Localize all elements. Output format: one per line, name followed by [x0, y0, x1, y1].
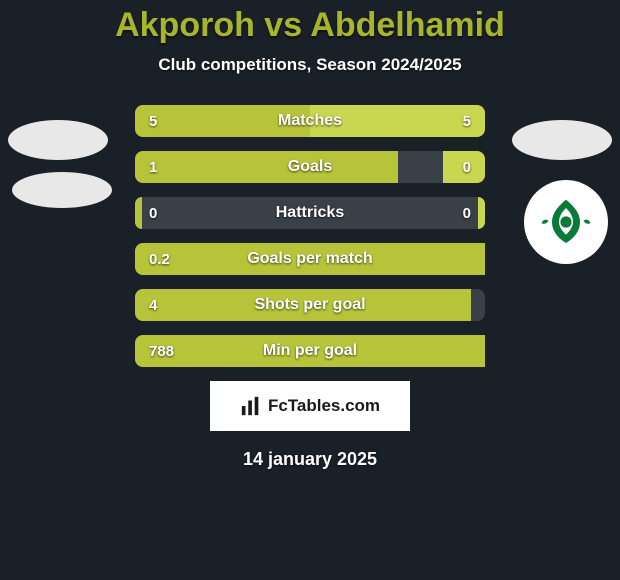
stat-row: Goals1 0	[135, 151, 485, 183]
stat-value-left: 5	[149, 105, 157, 137]
stat-label: Shots per goal	[135, 289, 485, 321]
stat-row: Min per goal788	[135, 335, 485, 367]
stat-value-left: 788	[149, 335, 174, 367]
stat-value-left: 4	[149, 289, 157, 321]
club-badge-left	[12, 172, 112, 208]
eagle-crest-icon	[531, 187, 601, 257]
stat-value-right: 0	[463, 197, 471, 229]
page-title: Akporoh vs Abdelhamid	[0, 0, 620, 45]
stat-value-right: 0	[463, 151, 471, 183]
comparison-infographic: Akporoh vs Abdelhamid Club competitions,…	[0, 0, 620, 580]
brand-box: FcTables.com	[210, 381, 410, 431]
stat-row: Shots per goal4	[135, 289, 485, 321]
stat-row: Matches5 5	[135, 105, 485, 137]
date-label: 14 january 2025	[0, 449, 620, 470]
page-subtitle: Club competitions, Season 2024/2025	[0, 55, 620, 75]
stat-value-left: 0.2	[149, 243, 170, 275]
stat-value-right: 5	[463, 105, 471, 137]
stat-row: Goals per match0.2	[135, 243, 485, 275]
stat-label: Min per goal	[135, 335, 485, 367]
stat-label: Goals	[135, 151, 485, 183]
stats-panel: Matches55Goals10Hattricks00Goals per mat…	[135, 105, 485, 367]
stat-label: Hattricks	[135, 197, 485, 229]
bar-chart-icon	[240, 395, 262, 417]
stat-label: Matches	[135, 105, 485, 137]
player-avatar-left	[8, 120, 108, 160]
brand-text: FcTables.com	[268, 396, 380, 416]
stat-label: Goals per match	[135, 243, 485, 275]
player-avatar-right	[512, 120, 612, 160]
club-badge-right	[524, 180, 608, 264]
stat-value-left: 1	[149, 151, 157, 183]
stat-row: Hattricks0 0	[135, 197, 485, 229]
stat-value-left: 0	[149, 197, 157, 229]
